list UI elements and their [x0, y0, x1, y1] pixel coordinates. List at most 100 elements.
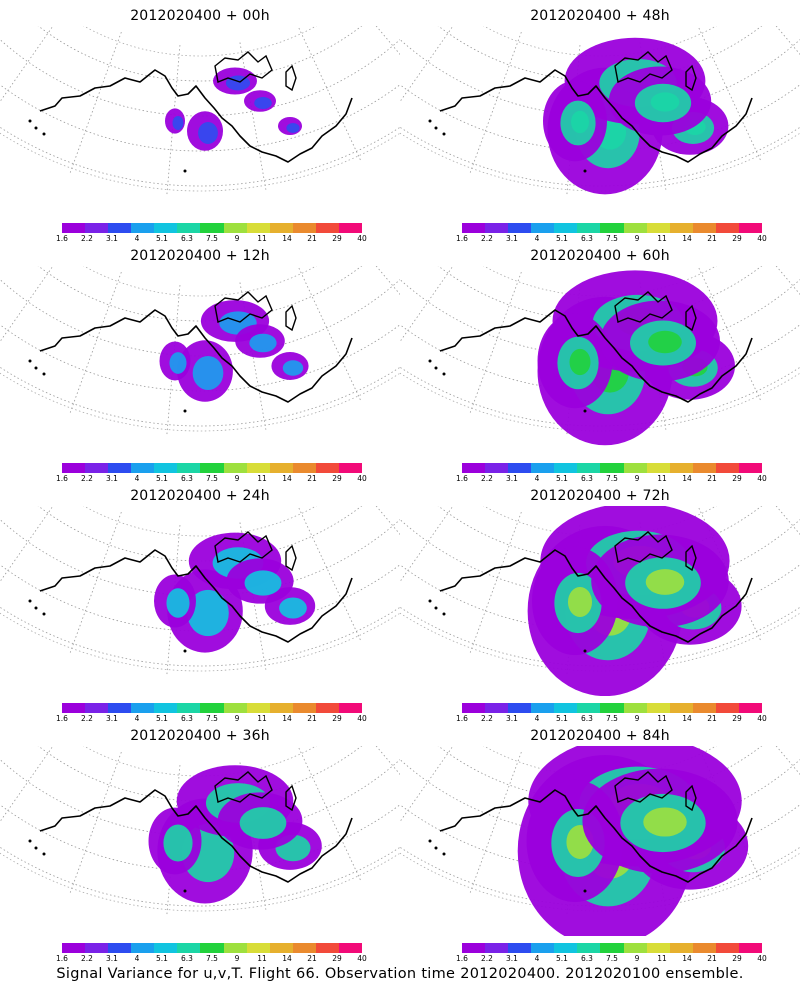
colorbar-tick-label: 9 [234, 714, 240, 723]
colorbar-tick-label: 4 [134, 954, 140, 963]
colorbar-segment [223, 223, 247, 233]
latitude-gridline [437, 746, 763, 802]
longitude-gridline [376, 746, 400, 780]
colorbar [62, 463, 363, 473]
island [428, 359, 432, 363]
colorbar-segment [600, 463, 624, 473]
island [28, 599, 32, 603]
longitude-gridline [166, 45, 181, 195]
colorbar-tick-label: 7.5 [206, 954, 218, 963]
variance-region [172, 116, 184, 130]
longitude-gridline [469, 751, 522, 894]
colorbar-tick-label: 21 [307, 714, 317, 723]
map-layer [400, 746, 800, 936]
colorbar-ticks: 1.6 2.2 3.1 4 5.1 6.3 7.5 9 11 14 21 29 40 [456, 954, 767, 964]
longitude-gridline [297, 746, 361, 881]
colorbar-tick-label: 11 [657, 954, 667, 963]
colorbar-segment [462, 703, 486, 713]
colorbar-segment [623, 943, 647, 953]
colorbar-tick-label: 1.6 [56, 234, 68, 243]
island [583, 889, 587, 893]
colorbar-tick-label: 6.3 [581, 714, 593, 723]
colorbar-segment [623, 703, 647, 713]
colorbar-tick-label: 9 [234, 474, 240, 483]
island [183, 889, 187, 893]
map-layer [0, 746, 400, 915]
colorbar-tick-label: 14 [282, 234, 292, 243]
colorbar-tick-label: 40 [757, 954, 767, 963]
coastline [39, 69, 353, 163]
island [28, 839, 32, 843]
colorbar-tick-label: 6.3 [181, 714, 193, 723]
colorbar-ticks: 1.6 2.2 3.1 4 5.1 6.3 7.5 9 11 14 21 29 40 [456, 714, 767, 724]
arctic-islands [214, 771, 273, 803]
variance-region [569, 348, 591, 376]
colorbar-tick-label: 21 [307, 234, 317, 243]
colorbar-segment [177, 223, 201, 233]
longitude-gridline [400, 746, 454, 823]
longitude-gridline [376, 266, 400, 300]
variance-region [282, 360, 304, 376]
colorbar-tick-label: 1.6 [56, 954, 68, 963]
colorbar-segment [646, 943, 670, 953]
latitude-gridline [400, 519, 800, 597]
colorbar-segment [485, 463, 509, 473]
colorbar-tick-label: 21 [707, 714, 717, 723]
longitude-gridline [400, 266, 454, 343]
colorbar-segment [669, 463, 693, 473]
colorbar-segment [338, 223, 363, 233]
colorbar-tick-label: 9 [234, 954, 240, 963]
colorbar-tick-label: 2.2 [81, 714, 93, 723]
map-layer [400, 506, 800, 696]
latitude-gridline [0, 759, 400, 837]
longitude-gridline [776, 506, 800, 540]
latitude-gridline [0, 279, 400, 357]
colorbar-tick-label: 21 [307, 954, 317, 963]
variance-region [643, 807, 687, 837]
island [34, 366, 38, 370]
variance-region [166, 588, 190, 618]
colorbar-segment [62, 943, 86, 953]
colorbar-segment [462, 463, 486, 473]
colorbar-segment [715, 223, 739, 233]
longitude-gridline [400, 26, 454, 103]
colorbar-segment [292, 943, 316, 953]
colorbar-tick-label: 29 [332, 954, 342, 963]
map-panel: 2012020400 + 48h 1.6 2.2 3.1 4 5.1 6.3 7.5 9 11 14… [400, 0, 800, 245]
colorbar-segment [62, 463, 86, 473]
map-layer [0, 266, 400, 435]
colorbar-segment [508, 463, 532, 473]
colorbar-segment [108, 223, 132, 233]
map-boundary [400, 266, 800, 432]
colorbar-tick-label: 1.6 [456, 234, 468, 243]
map-boundary [400, 506, 800, 672]
latitude-gridline [37, 26, 363, 82]
colorbar-segment [485, 943, 509, 953]
island [442, 372, 446, 376]
longitude-gridline [376, 26, 400, 60]
map-plot [0, 506, 400, 675]
colorbar-segment [600, 223, 624, 233]
colorbar-segment [154, 223, 178, 233]
variance-region [571, 110, 589, 134]
latitude-gridline [400, 279, 800, 357]
greenland-coast [285, 784, 297, 812]
colorbar-tick-label: 11 [657, 234, 667, 243]
longitude-gridline [297, 26, 361, 161]
island [583, 169, 587, 173]
colorbar-segment [577, 703, 601, 713]
colorbar-segment [177, 703, 201, 713]
colorbar-tick-label: 29 [732, 474, 742, 483]
colorbar-tick-label: 11 [257, 954, 267, 963]
colorbar-segment [108, 703, 132, 713]
colorbar-tick-label: 40 [357, 954, 367, 963]
colorbar-segment [715, 703, 739, 713]
colorbar-tick-label: 5.1 [156, 234, 168, 243]
map-panel: 2012020400 + 84h 1.6 2.2 3.1 4 5.1 6.3 7.5 9 11 14… [400, 720, 800, 965]
variance-region [648, 330, 682, 354]
island [434, 606, 438, 610]
map-layer [0, 506, 400, 675]
colorbar-segment [154, 463, 178, 473]
colorbar-segment [646, 223, 670, 233]
island [183, 409, 187, 413]
